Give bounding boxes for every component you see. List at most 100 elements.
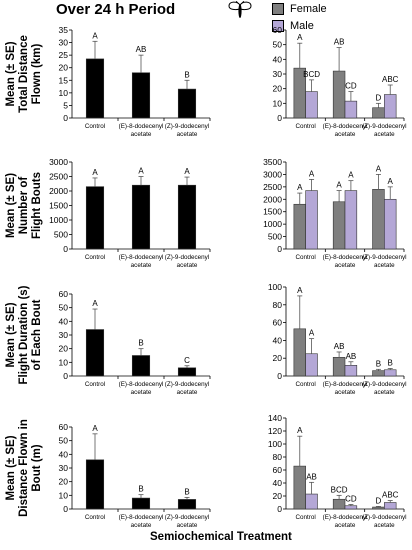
bar	[305, 353, 318, 377]
x-tick-label: acetate	[177, 522, 198, 529]
bar	[131, 72, 151, 119]
significance-letter: A	[348, 171, 354, 180]
x-axis-title: Semiochemical Treatment	[150, 531, 292, 543]
y-tick-label: 0	[63, 113, 68, 123]
y-axis-title: Bout (m)	[31, 444, 43, 491]
y-axis-title: Total Distance	[18, 35, 30, 113]
y-tick-label: 20	[59, 63, 69, 73]
significance-letter: B	[388, 358, 393, 367]
bar	[384, 502, 397, 510]
significance-letter: A	[297, 426, 303, 435]
x-tick-label: (E)-8-dodecenyl	[323, 123, 368, 130]
y-tick-label: 50	[273, 40, 283, 50]
y-tick-label: 20	[59, 477, 69, 487]
y-tick-label: 0	[63, 244, 68, 254]
bar	[293, 465, 306, 510]
y-tick-label: 80	[273, 452, 283, 462]
y-tick-label: 100	[268, 439, 282, 449]
legend: Female Male	[272, 0, 327, 34]
y-tick-label: 60	[59, 422, 69, 432]
x-tick-label: Control	[296, 254, 316, 261]
y-tick-label: 500	[54, 230, 68, 240]
y-tick-label: 2000	[49, 186, 68, 196]
y-tick-label: 0	[277, 244, 282, 254]
y-tick-label: 30	[59, 463, 69, 473]
significance-letter: CD	[345, 82, 357, 91]
y-tick-label: 60	[59, 289, 69, 299]
y-tick-label: 30	[59, 38, 69, 48]
significance-letter: A	[92, 168, 98, 177]
bar	[332, 498, 346, 510]
significance-letter: A	[388, 177, 394, 186]
y-tick-label: 20	[273, 491, 283, 501]
significance-letter: AB	[334, 38, 345, 47]
significance-letter: A	[297, 286, 303, 295]
significance-letter: A	[297, 33, 303, 42]
bar	[305, 493, 318, 510]
y-tick-label: 60	[273, 25, 283, 35]
y-tick-label: 2500	[49, 172, 68, 182]
x-tick-label: acetate	[177, 262, 198, 269]
significance-letter: B	[138, 485, 143, 494]
x-tick-label: Control	[85, 254, 105, 261]
bar	[305, 91, 318, 119]
x-tick-label: (Z)-9-dodecenyl	[165, 254, 209, 261]
y-tick-label: 1000	[49, 215, 68, 225]
y-tick-label: 5	[63, 100, 68, 110]
x-tick-label: (E)-8-dodecenyl	[323, 254, 368, 261]
significance-letter: A	[92, 424, 98, 433]
bar	[177, 499, 197, 510]
chart-panel-flight-bouts-overall: 0 500 1000 1500 2000 2500 3000 Control (E)-8-dod…	[5, 157, 211, 269]
bar	[293, 328, 306, 377]
y-tick-label: 1500	[263, 207, 282, 217]
x-tick-label: (E)-8-dodecenyl	[323, 514, 368, 521]
x-tick-label: (E)-8-dodecenyl	[119, 514, 164, 521]
y-tick-label: 20	[273, 84, 283, 94]
y-tick-label: 1500	[49, 201, 68, 211]
bar	[344, 100, 358, 119]
chart-panel-flight-bouts-sex: 0 500 1000 1500 2000 2500 3000 3500 Control (E)-8…	[263, 157, 406, 269]
significance-letter: C	[184, 356, 190, 365]
y-tick-label: 1000	[263, 219, 282, 229]
x-tick-label: Control	[296, 123, 316, 130]
legend-item-female: Female	[272, 0, 327, 17]
moth-icon	[228, 1, 252, 18]
significance-letter: A	[309, 169, 315, 178]
y-tick-label: 60	[273, 465, 283, 475]
significance-letter: CD	[345, 494, 357, 503]
y-axis-title: Number of	[18, 177, 30, 235]
y-tick-label: 0	[277, 113, 282, 123]
significance-letter: B	[184, 70, 189, 79]
significance-letter: B	[138, 339, 143, 348]
y-tick-label: 500	[268, 232, 282, 242]
x-tick-label: (Z)-9-dodecenyl	[165, 123, 209, 130]
x-tick-label: (Z)-9-dodecenyl	[362, 514, 406, 521]
bar	[372, 189, 385, 250]
y-tick-label: 30	[59, 330, 69, 340]
significance-letter: A	[336, 181, 342, 190]
y-tick-label: 15	[59, 75, 69, 85]
bar	[131, 184, 151, 250]
bar	[85, 58, 105, 119]
figure-title: Over 24 h Period	[56, 1, 176, 18]
y-tick-label: 60	[273, 318, 283, 328]
y-tick-label: 3000	[49, 157, 68, 167]
x-tick-label: acetate	[131, 131, 152, 138]
x-tick-label: acetate	[335, 262, 356, 269]
significance-letter: A	[138, 167, 144, 176]
bar	[344, 505, 358, 510]
bar	[384, 198, 397, 250]
bar	[85, 186, 105, 250]
y-tick-label: 50	[59, 436, 69, 446]
y-axis-title: Mean (± SE)	[5, 173, 17, 238]
x-tick-label: Control	[296, 381, 316, 388]
y-tick-label: 40	[273, 54, 283, 64]
x-tick-label: acetate	[131, 522, 152, 529]
y-axis-title: Mean (± SE)	[5, 302, 17, 367]
bar	[131, 355, 151, 377]
x-tick-label: acetate	[374, 389, 395, 396]
significance-letter: A	[92, 31, 98, 40]
